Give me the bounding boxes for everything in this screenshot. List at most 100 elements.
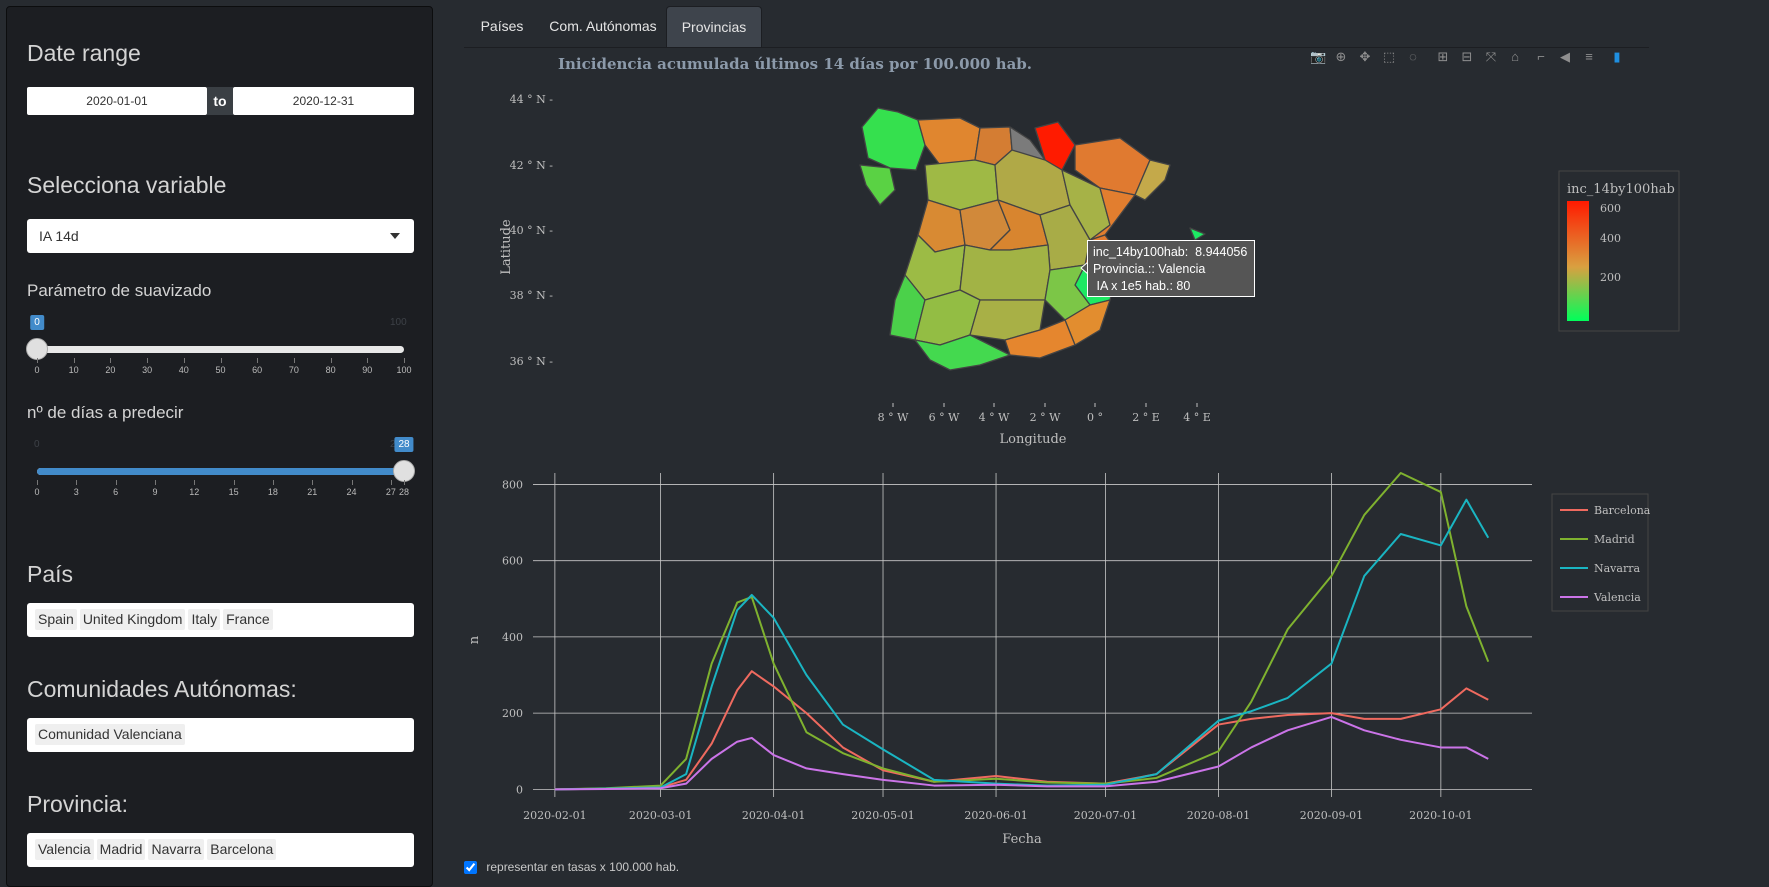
tab-provincias[interactable]: Provincias — [666, 6, 762, 47]
reset-axes-icon[interactable]: ⌂ — [1511, 49, 1519, 64]
slider-tick — [233, 480, 235, 485]
slider-ticks: 0 10 20 30 40 50 60 70 80 90 100 — [27, 358, 414, 382]
slider-tick-label: 70 — [288, 365, 299, 375]
chevron-down-icon — [390, 233, 400, 239]
plotly-logo-icon[interactable]: ▮ — [1613, 49, 1621, 64]
slider-tick-label: 50 — [215, 365, 226, 375]
y-tick-label: 600 — [502, 555, 523, 568]
slider-tick-label: 60 — [252, 365, 263, 375]
line-chart-y-ticks: 0 200 400 600 800 — [502, 478, 523, 796]
line-chart-legend: Barcelona Madrid Navarra Valencia — [1551, 493, 1651, 612]
x-tick-label: 2020-06-01 — [964, 809, 1027, 822]
province-select[interactable]: Valencia Madrid Navarra Barcelona — [27, 833, 414, 867]
series-line-navarra — [554, 498, 1490, 791]
legend-frame — [1551, 493, 1649, 612]
zoom-icon[interactable]: ⊕ — [1335, 49, 1347, 64]
selected-tag[interactable]: Italy — [188, 609, 221, 630]
x-tick-label: 2020-05-01 — [851, 809, 914, 822]
variable-select[interactable]: IA 14d — [27, 219, 414, 253]
camera-icon[interactable]: 📷 — [1310, 49, 1327, 64]
slider-tick — [330, 358, 332, 363]
slider-tick — [404, 480, 405, 485]
slider-ticks: 0 3 6 9 12 15 18 21 24 27 28 — [27, 480, 414, 504]
legend-item-label: Barcelona — [1594, 504, 1651, 517]
slider-tick — [312, 480, 314, 485]
selected-tag[interactable]: Spain — [35, 609, 77, 630]
hover-compare-icon[interactable]: ≡ — [1585, 49, 1593, 64]
selected-tag[interactable]: Navarra — [148, 839, 205, 860]
slider-tick — [76, 480, 78, 485]
slider-track[interactable] — [37, 346, 404, 353]
variable-selected-value: IA 14d — [39, 228, 79, 244]
slider-tick-label: 12 — [189, 487, 200, 497]
slider-tick — [194, 480, 196, 485]
slider-min-label: 0 — [34, 439, 40, 450]
line-chart-grid — [533, 473, 1532, 797]
slider-tick-label: 15 — [228, 487, 239, 497]
x-tick-label: 2020-04-01 — [742, 809, 805, 822]
tooltip-line: Provincia.:: Valencia — [1093, 262, 1206, 276]
tab-bar: Países Com. Autónomas Provincias — [464, 6, 1649, 48]
lasso-icon[interactable]: ◌ — [1409, 49, 1417, 64]
slider-tick — [147, 358, 149, 363]
slider-fill — [37, 468, 404, 475]
selected-tag[interactable]: Comunidad Valenciana — [35, 724, 185, 745]
slider-tick — [220, 358, 222, 363]
slider-tick — [37, 358, 38, 363]
x-tick-label: 2020-08-01 — [1187, 809, 1250, 822]
slider-tick-label: 24 — [346, 487, 357, 497]
tab-com-autonomas[interactable]: Com. Autónomas — [549, 18, 657, 34]
country-select[interactable]: Spain United Kingdom Italy France — [27, 603, 414, 637]
slider-tick — [110, 358, 112, 363]
selected-tag[interactable]: Valencia — [35, 839, 94, 860]
x-tick-label: 2020-07-01 — [1074, 809, 1137, 822]
selected-tag[interactable]: Barcelona — [207, 839, 277, 860]
x-tick-label: 2020-03-01 — [629, 809, 692, 822]
slider-tick-label: 100 — [396, 365, 412, 375]
predict-days-label: nº de días a predecir — [27, 403, 184, 422]
selected-tag[interactable]: United Kingdom — [79, 609, 186, 630]
slider-tick-label: 20 — [105, 365, 116, 375]
start-date-input[interactable]: 2020-01-01 — [27, 87, 207, 115]
slider-tick-label: 30 — [142, 365, 153, 375]
legend-item-label: Valencia — [1593, 591, 1641, 604]
series-line-valencia — [554, 715, 1489, 791]
pan-icon[interactable]: ✥ — [1359, 49, 1371, 64]
slider-tick-label: 10 — [68, 365, 79, 375]
slider-max-label: 100 — [390, 317, 407, 328]
tab-paises[interactable]: Países — [480, 18, 524, 34]
slider-tick-label: 6 — [113, 487, 119, 497]
slider-tick — [351, 480, 353, 485]
zoom-in-icon[interactable]: ⊞ — [1437, 49, 1449, 64]
autoscale-icon[interactable]: ⤧ — [1485, 49, 1497, 64]
spike-lines-icon[interactable]: ⌐ — [1537, 49, 1545, 64]
slider-tick — [367, 358, 369, 363]
zoom-out-icon[interactable]: ⊟ — [1461, 49, 1473, 64]
slider-tick-label: 0 — [34, 487, 40, 497]
predict-days-slider[interactable]: 02828036912151821242728 — [27, 437, 415, 507]
x-tick-label: 2020-09-01 — [1300, 809, 1363, 822]
province-heading: Provincia: — [27, 791, 128, 817]
date-range-separator: to — [207, 87, 233, 115]
legend-item-label: Madrid — [1594, 533, 1635, 546]
hover-closest-icon[interactable]: ◀ — [1560, 49, 1570, 64]
rates-checkbox[interactable] — [464, 861, 477, 875]
slider-tick-label: 0 — [34, 365, 40, 375]
smoothing-slider[interactable]: 010000102030405060708090100 — [26, 315, 414, 385]
selected-tag[interactable]: Madrid — [96, 839, 146, 860]
tooltip-line: inc_14by100hab: 8.944056 — [1093, 245, 1248, 259]
map-title: Inicidencia acumulada últimos 14 días po… — [558, 55, 1033, 73]
legend-item-label: Navarra — [1594, 562, 1640, 575]
slider-value-bubble: 0 — [30, 315, 44, 330]
selected-tag[interactable]: France — [223, 609, 273, 630]
rates-checkbox-row: representar en tasas x 100.000 hab. — [464, 860, 679, 875]
line-chart-x-ticks: 2020-02-01 2020-03-01 2020-04-01 2020-05-01… — [523, 809, 1472, 822]
autonomous-communities-select[interactable]: Comunidad Valenciana — [27, 718, 414, 752]
slider-tick — [115, 480, 117, 485]
end-date-input[interactable]: 2020-12-31 — [233, 87, 414, 115]
slider-tick — [404, 358, 405, 363]
slider-tick-label: 40 — [178, 365, 189, 375]
tooltip-line: IA x 1e5 hab.: 80 — [1093, 279, 1191, 293]
box-select-icon[interactable]: ⬚ — [1382, 49, 1396, 64]
